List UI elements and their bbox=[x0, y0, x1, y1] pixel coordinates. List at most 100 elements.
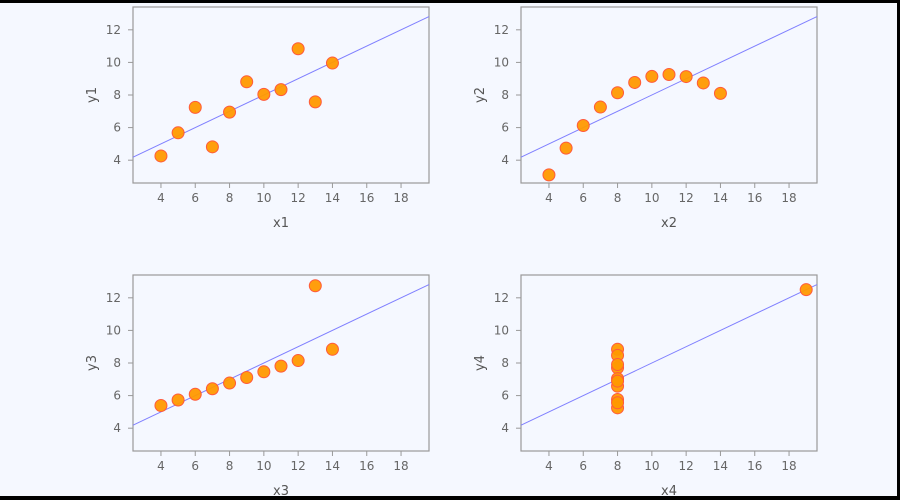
data-point bbox=[257, 365, 271, 379]
data-point bbox=[171, 126, 185, 140]
x-tick-label: 18 bbox=[393, 191, 408, 205]
x-tick-label: 8 bbox=[226, 191, 234, 205]
x-tick-label: 8 bbox=[226, 459, 234, 473]
x-tick-label: 6 bbox=[191, 191, 199, 205]
data-point bbox=[205, 382, 219, 396]
data-point bbox=[799, 283, 813, 297]
y-tick-label: 12 bbox=[106, 291, 121, 305]
regression-line bbox=[520, 16, 818, 158]
y-tick-label: 12 bbox=[494, 23, 509, 37]
x-axis-label: x2 bbox=[661, 216, 677, 231]
y-tick-label: 6 bbox=[501, 389, 509, 403]
data-point bbox=[291, 354, 305, 368]
x-tick-label: 12 bbox=[679, 191, 694, 205]
data-point bbox=[611, 86, 625, 100]
data-point bbox=[223, 105, 237, 119]
data-point bbox=[325, 56, 339, 70]
data-point bbox=[542, 168, 556, 182]
y-tick-label: 4 bbox=[113, 421, 121, 435]
x-tick-label: 14 bbox=[713, 191, 728, 205]
x-tick-label: 18 bbox=[781, 191, 796, 205]
x-tick-label: 6 bbox=[579, 459, 587, 473]
data-point bbox=[593, 100, 607, 114]
data-point bbox=[308, 279, 322, 293]
x-tick-label: 4 bbox=[545, 191, 553, 205]
data-point bbox=[713, 86, 727, 100]
x-tick-label: 18 bbox=[781, 459, 796, 473]
x-tick-label: 10 bbox=[644, 191, 659, 205]
x-tick-label: 14 bbox=[325, 459, 340, 473]
x-tick-label: 10 bbox=[256, 459, 271, 473]
y-axis-label: y4 bbox=[473, 355, 488, 371]
data-point bbox=[154, 399, 168, 413]
x-axis-label: x3 bbox=[273, 484, 289, 499]
y-tick-label: 10 bbox=[106, 323, 121, 337]
data-point bbox=[611, 374, 625, 388]
x-tick-label: 6 bbox=[579, 191, 587, 205]
y-tick-label: 6 bbox=[113, 389, 121, 403]
data-point bbox=[628, 75, 642, 89]
x-tick-label: 14 bbox=[713, 459, 728, 473]
x-tick-label: 12 bbox=[291, 459, 306, 473]
x-tick-label: 18 bbox=[393, 459, 408, 473]
x-tick-label: 14 bbox=[325, 191, 340, 205]
data-point bbox=[188, 387, 202, 401]
x-tick-label: 12 bbox=[291, 191, 306, 205]
x-tick-label: 16 bbox=[359, 191, 374, 205]
plot-area bbox=[520, 6, 818, 184]
y-tick-label: 8 bbox=[113, 356, 121, 370]
data-point bbox=[325, 342, 339, 356]
x-tick-label: 8 bbox=[614, 459, 622, 473]
y-tick-label: 6 bbox=[501, 121, 509, 135]
x-tick-label: 4 bbox=[545, 459, 553, 473]
data-point bbox=[274, 83, 288, 97]
data-point bbox=[559, 141, 573, 155]
data-point bbox=[240, 371, 254, 385]
data-point bbox=[188, 100, 202, 114]
data-point bbox=[308, 95, 322, 109]
data-point bbox=[645, 69, 659, 83]
y-tick-label: 4 bbox=[501, 153, 509, 167]
data-point bbox=[611, 357, 625, 371]
y-tick-label: 10 bbox=[494, 323, 509, 337]
y-tick-label: 4 bbox=[501, 421, 509, 435]
y-tick-label: 12 bbox=[106, 23, 121, 37]
y-tick-label: 8 bbox=[113, 88, 121, 102]
chart-frame bbox=[0, 3, 897, 496]
data-point bbox=[696, 76, 710, 90]
x-tick-label: 10 bbox=[256, 191, 271, 205]
data-point bbox=[171, 393, 185, 407]
x-tick-label: 8 bbox=[614, 191, 622, 205]
data-point bbox=[274, 359, 288, 373]
plot-area bbox=[520, 274, 818, 452]
x-tick-label: 10 bbox=[644, 459, 659, 473]
x-tick-label: 4 bbox=[157, 459, 165, 473]
x-tick-label: 6 bbox=[191, 459, 199, 473]
x-axis-label: x1 bbox=[273, 216, 289, 231]
x-tick-label: 16 bbox=[747, 459, 762, 473]
y-tick-label: 8 bbox=[501, 88, 509, 102]
y-tick-label: 12 bbox=[494, 291, 509, 305]
data-point bbox=[223, 376, 237, 390]
data-point bbox=[662, 67, 676, 81]
data-point bbox=[205, 140, 219, 154]
x-tick-label: 16 bbox=[359, 459, 374, 473]
data-point bbox=[154, 149, 168, 163]
y-tick-label: 8 bbox=[501, 356, 509, 370]
y-tick-label: 4 bbox=[113, 153, 121, 167]
data-point bbox=[679, 70, 693, 84]
y-axis-label: y3 bbox=[85, 355, 100, 371]
data-point bbox=[576, 118, 590, 132]
y-axis-label: y1 bbox=[85, 87, 100, 103]
y-tick-label: 10 bbox=[106, 55, 121, 69]
y-tick-label: 6 bbox=[113, 121, 121, 135]
regression-line bbox=[520, 284, 818, 426]
y-tick-label: 10 bbox=[494, 55, 509, 69]
data-point bbox=[291, 42, 305, 56]
x-axis-label: x4 bbox=[661, 484, 677, 499]
